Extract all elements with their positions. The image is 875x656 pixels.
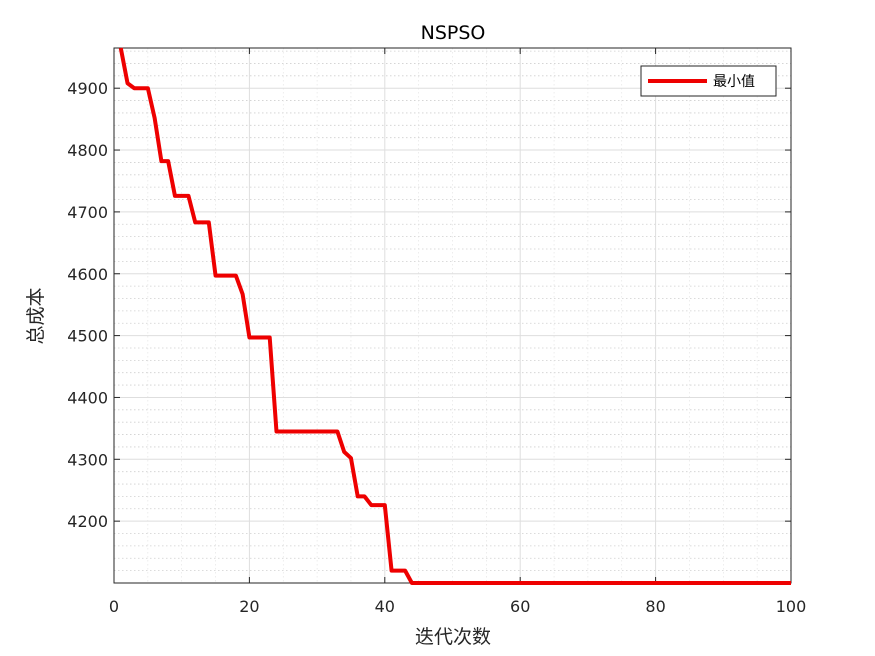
x-tick-label: 0 (109, 597, 119, 616)
y-tick-label: 4400 (67, 388, 108, 407)
x-tick-label: 40 (375, 597, 395, 616)
legend: 最小值 (640, 65, 777, 97)
y-tick-label: 4600 (67, 265, 108, 284)
legend-label: 最小值 (713, 74, 755, 90)
x-axis-label: 迭代次数 (415, 626, 491, 648)
y-tick-label: 4300 (67, 450, 108, 469)
x-tick-label: 60 (510, 597, 530, 616)
y-axis-label: 总成本 (25, 287, 47, 344)
x-tick-label: 100 (776, 597, 807, 616)
y-tick-label: 4800 (67, 141, 108, 160)
chart-title: NSPSO (421, 22, 486, 44)
series-line-minimum (118, 47, 791, 585)
y-tick-label: 4500 (67, 327, 108, 346)
plot-area: 0 20 40 60 80 100 4200 4300 4400 4500 4600 4700 4800… (67, 47, 807, 616)
y-tick-label: 4900 (67, 79, 108, 98)
y-tick-label: 4200 (67, 512, 108, 531)
y-tick-label: 4700 (67, 203, 108, 222)
x-tick-label: 80 (645, 597, 665, 616)
x-tick-label: 20 (239, 597, 259, 616)
